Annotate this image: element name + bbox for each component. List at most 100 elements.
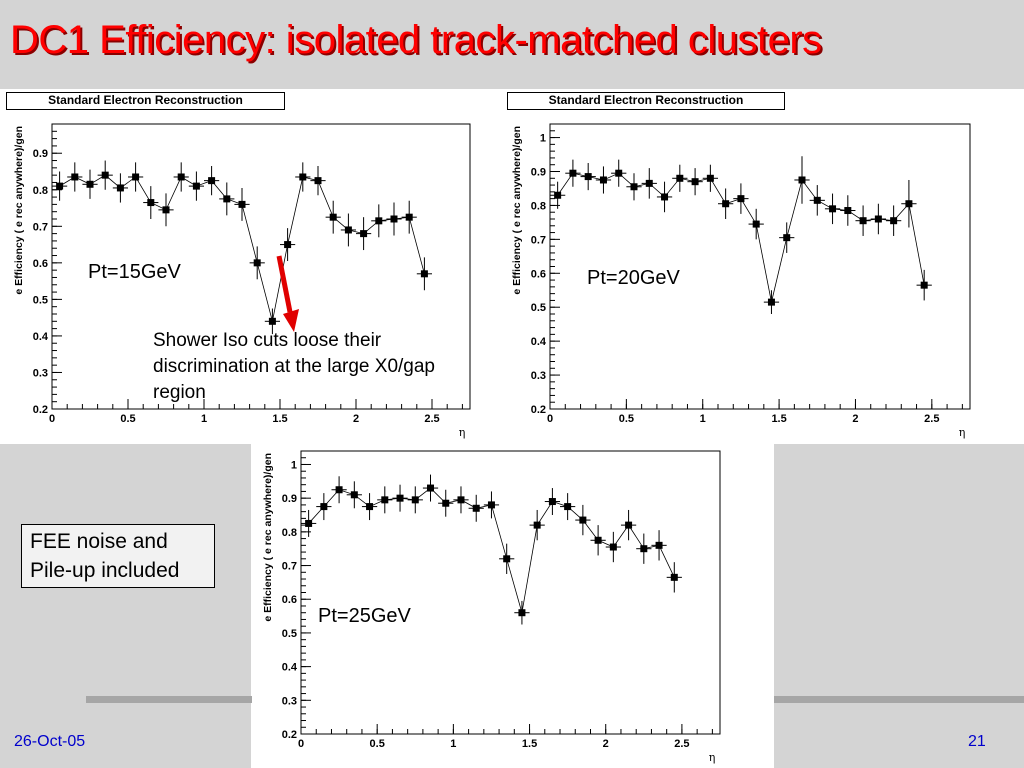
y-tick-label: 0.6 xyxy=(33,258,48,270)
data-point xyxy=(905,200,913,208)
y-axis-label: e Efficiency ( e rec anywhere)/gen xyxy=(13,126,25,295)
data-point xyxy=(132,173,140,181)
data-point xyxy=(670,573,678,581)
y-tick-label: 0.9 xyxy=(282,493,297,505)
x-tick-label: 0.5 xyxy=(120,413,135,425)
data-point xyxy=(640,545,648,553)
data-point xyxy=(829,205,837,213)
footer-divider xyxy=(86,696,252,703)
data-point xyxy=(655,541,663,549)
data-point xyxy=(299,173,307,181)
data-point xyxy=(645,179,653,187)
x-axis-label: η xyxy=(959,426,966,439)
y-tick-label: 0.5 xyxy=(282,628,297,640)
data-point xyxy=(253,259,261,267)
data-point xyxy=(314,177,322,185)
x-tick-label: 1.5 xyxy=(272,413,287,425)
chart-svg-pt25: 0.2 0.3 0.4 0.5 0.6 0.7 0.8 0.9 1 0 0.5 1 1.5 2 2.5 η e … xyxy=(262,450,721,764)
y-tick-label: 0.8 xyxy=(531,200,546,212)
data-point xyxy=(162,206,170,214)
x-tick-label: 2.5 xyxy=(424,413,439,425)
x-tick-label: 0 xyxy=(49,413,55,425)
data-point xyxy=(147,199,155,207)
data-point xyxy=(86,180,94,188)
data-point xyxy=(518,609,526,617)
x-tick-label: 1 xyxy=(700,413,706,425)
slide-title: DC1 Efficiency: isolated track-matched c… xyxy=(10,18,822,62)
chart-title-pt15: Standard Electron Reconstruction xyxy=(6,92,285,110)
chart-svg-pt15: 0.2 0.3 0.4 0.5 0.6 0.7 0.8 0.9 0 0.5 1 1.5 2 2.5 η e E… xyxy=(13,123,471,439)
data-point xyxy=(584,173,592,181)
data-point xyxy=(722,200,730,208)
data-point xyxy=(116,184,124,192)
chart-label-pt20: Pt=20GeV xyxy=(587,267,680,289)
data-point xyxy=(208,177,216,185)
y-tick-label: 0.2 xyxy=(282,729,297,741)
data-point xyxy=(360,230,368,238)
y-tick-label: 0.3 xyxy=(531,370,546,382)
y-tick-label: 0.6 xyxy=(282,594,297,606)
y-tick-label: 0.3 xyxy=(282,695,297,707)
chart-label-pt15: Pt=15GeV xyxy=(88,261,181,283)
page-number: 21 xyxy=(968,733,986,750)
y-tick-label: 0.7 xyxy=(531,234,546,246)
data-point xyxy=(56,182,64,190)
data-point xyxy=(625,521,633,529)
chart-label-pt25: Pt=25GeV xyxy=(318,605,411,627)
y-tick-label: 1 xyxy=(291,459,297,471)
y-tick-label: 0.4 xyxy=(33,331,49,343)
data-point xyxy=(859,217,867,225)
x-tick-label: 0.5 xyxy=(619,413,634,425)
y-tick-label: 0.4 xyxy=(282,662,298,674)
data-point xyxy=(350,491,358,499)
x-tick-label: 2 xyxy=(603,738,609,750)
data-point xyxy=(554,191,562,199)
data-point xyxy=(284,241,292,249)
data-point xyxy=(390,215,398,223)
data-point xyxy=(569,169,577,177)
data-point xyxy=(305,519,313,527)
data-point xyxy=(920,281,928,289)
data-point xyxy=(548,498,556,506)
chart-panel-pt15: 0.2 0.3 0.4 0.5 0.6 0.7 0.8 0.9 0 0.5 1 1.5 2 2.5 η e E… xyxy=(0,89,500,444)
data-point xyxy=(844,207,852,215)
chart-title-pt20: Standard Electron Reconstruction xyxy=(507,92,785,110)
y-tick-label: 0.6 xyxy=(531,268,546,280)
data-point xyxy=(329,213,337,221)
data-point xyxy=(609,543,617,551)
y-tick-label: 0.5 xyxy=(33,294,48,306)
y-axis-label: e Efficiency ( e rec anywhere)/gen xyxy=(262,453,274,622)
x-tick-label: 2.5 xyxy=(674,738,689,750)
x-tick-label: 1 xyxy=(201,413,207,425)
data-point xyxy=(798,176,806,184)
x-tick-label: 0.5 xyxy=(370,738,385,750)
y-tick-label: 0.7 xyxy=(33,221,48,233)
y-tick-label: 0.9 xyxy=(33,148,48,160)
data-point xyxy=(457,496,465,504)
data-point xyxy=(594,536,602,544)
data-point xyxy=(615,169,623,177)
data-point xyxy=(599,176,607,184)
y-axis-label: e Efficiency ( e rec anywhere)/gen xyxy=(511,126,523,295)
y-tick-label: 0.3 xyxy=(33,367,48,379)
data-point xyxy=(420,270,428,278)
data-point xyxy=(533,521,541,529)
plot-frame xyxy=(51,123,471,410)
y-tick-label: 0.5 xyxy=(531,302,546,314)
chart-svg-pt20: 0.2 0.3 0.4 0.5 0.6 0.7 0.8 0.9 1 0 0.5 1 1.5 2 2.5 η e … xyxy=(511,123,971,439)
data-point xyxy=(706,174,714,182)
data-point xyxy=(411,496,419,504)
data-point xyxy=(737,195,745,203)
data-point xyxy=(101,171,109,179)
data-point xyxy=(405,213,413,221)
data-point xyxy=(177,173,185,181)
x-axis-label: η xyxy=(709,751,716,764)
chart-panel-pt20: 0.2 0.3 0.4 0.5 0.6 0.7 0.8 0.9 1 0 0.5 1 1.5 2 2.5 η e … xyxy=(500,89,1024,444)
y-tick-label: 0.4 xyxy=(531,336,547,348)
data-point xyxy=(564,503,572,511)
y-tick-label: 0.8 xyxy=(282,527,297,539)
y-tick-label: 0.2 xyxy=(531,404,546,416)
data-point xyxy=(344,226,352,234)
shower-iso-annotation: Shower Iso cuts loose their discriminati… xyxy=(153,330,435,403)
x-tick-label: 2.5 xyxy=(924,413,939,425)
